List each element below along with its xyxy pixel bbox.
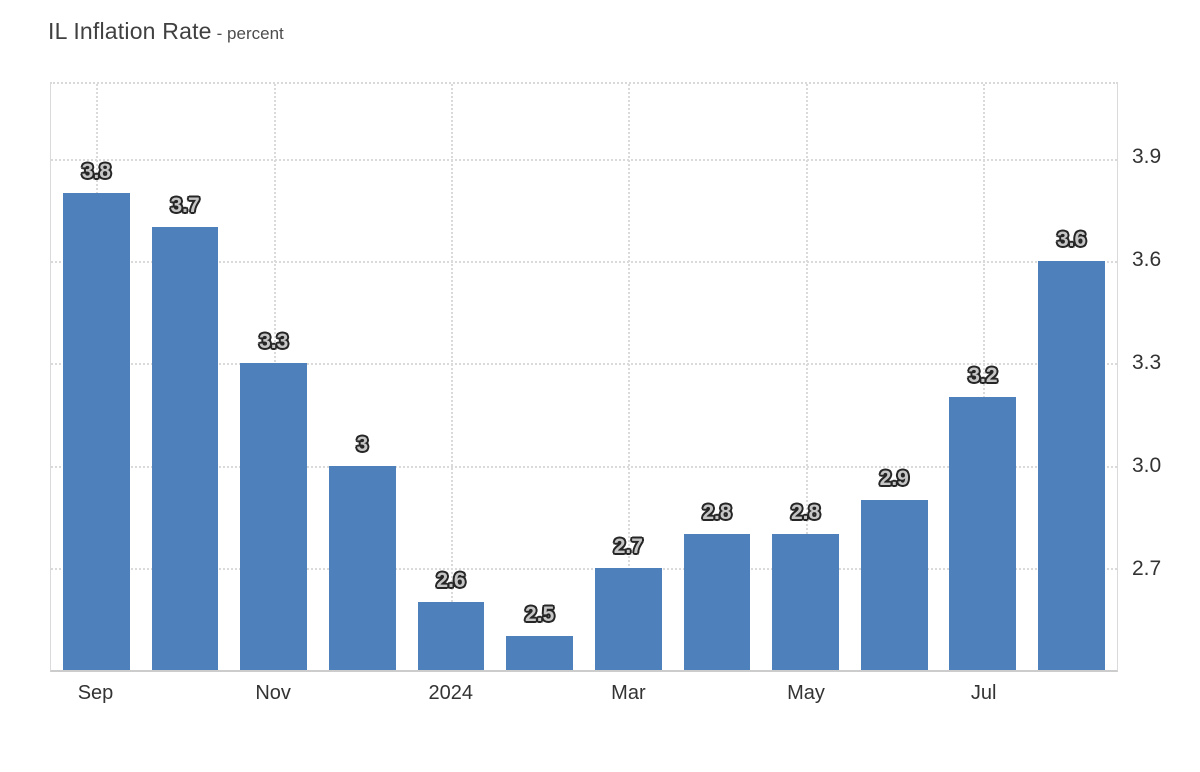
v-gridline (982, 84, 985, 670)
bar[interactable]: 3.3 (240, 330, 308, 670)
x-axis-label: Mar (611, 682, 646, 704)
bar-value-label: 3.2 (968, 364, 998, 388)
x-axis-label: May (787, 682, 825, 704)
bar-fill (151, 227, 219, 670)
x-axis-label: Sep (77, 682, 114, 704)
bar[interactable]: 3.8 (62, 160, 130, 670)
y-axis-label: 3.6 (1132, 248, 1162, 272)
y-axis-label: 3.9 (1132, 145, 1162, 169)
bar[interactable]: 2.8 (772, 501, 840, 670)
y-axis-label: 3.0 (1132, 454, 1162, 478)
v-gridline (628, 84, 631, 670)
bar-fill (62, 193, 130, 670)
bar[interactable]: 2.9 (860, 467, 928, 670)
bar-value-label: 2.7 (613, 534, 643, 558)
y-axis-label: 2.7 (1132, 557, 1162, 581)
h-gridline (51, 158, 1117, 161)
bar-fill (417, 601, 485, 670)
bar-value-label: 2.8 (702, 500, 732, 524)
chart-header: IL Inflation Rate - percent (48, 18, 284, 45)
v-gridline (451, 84, 454, 670)
bar-value-label: 3.7 (170, 194, 200, 218)
bar-fill (240, 363, 308, 670)
y-axis-label: 3.3 (1132, 351, 1162, 375)
bar-value-label: 2.9 (879, 466, 909, 490)
bar-value-label: 3.8 (81, 160, 111, 184)
chart-unit-label: - percent (216, 24, 284, 43)
v-gridline (805, 84, 808, 670)
bar[interactable]: 3.2 (949, 364, 1017, 670)
bar[interactable]: 3.7 (151, 194, 219, 670)
chart-plot-area: 3.8 3.7 3.3 3 2.6 2.5 2.7 2.8 2.8 2.9 3.2 3.6 (50, 82, 1118, 672)
h-gridline (51, 567, 1117, 570)
bar[interactable]: 2.7 (594, 535, 662, 670)
bar[interactable]: 3 (328, 433, 396, 670)
x-axis-label: 2024 (428, 682, 474, 704)
bar-value-label: 3.3 (259, 330, 289, 354)
bar-value-label: 3 (356, 432, 369, 456)
h-gridline (51, 363, 1117, 366)
bar-fill (1038, 261, 1105, 670)
bar[interactable]: 2.8 (683, 501, 751, 670)
page-title: IL Inflation Rate (48, 18, 212, 44)
h-gridline (51, 261, 1117, 264)
bar-value-label: 2.8 (791, 500, 821, 524)
x-axis-label: Jul (970, 682, 997, 704)
bar-fill (506, 635, 574, 670)
bar-fill (328, 465, 396, 670)
bar[interactable]: 3.6 (1038, 228, 1105, 670)
bar-value-label: 3.6 (1056, 228, 1087, 252)
bar-fill (594, 567, 662, 670)
bar-fill (860, 499, 928, 670)
bar[interactable]: 2.5 (506, 603, 574, 670)
bar-fill (949, 397, 1017, 670)
x-axis-label: Nov (255, 682, 291, 704)
bar-value-label: 2.5 (525, 602, 555, 626)
bar[interactable]: 2.6 (417, 569, 485, 670)
bar-fill (772, 533, 840, 670)
bar-value-label: 2.6 (436, 568, 466, 592)
bar-fill (683, 533, 751, 670)
h-gridline (51, 465, 1117, 468)
